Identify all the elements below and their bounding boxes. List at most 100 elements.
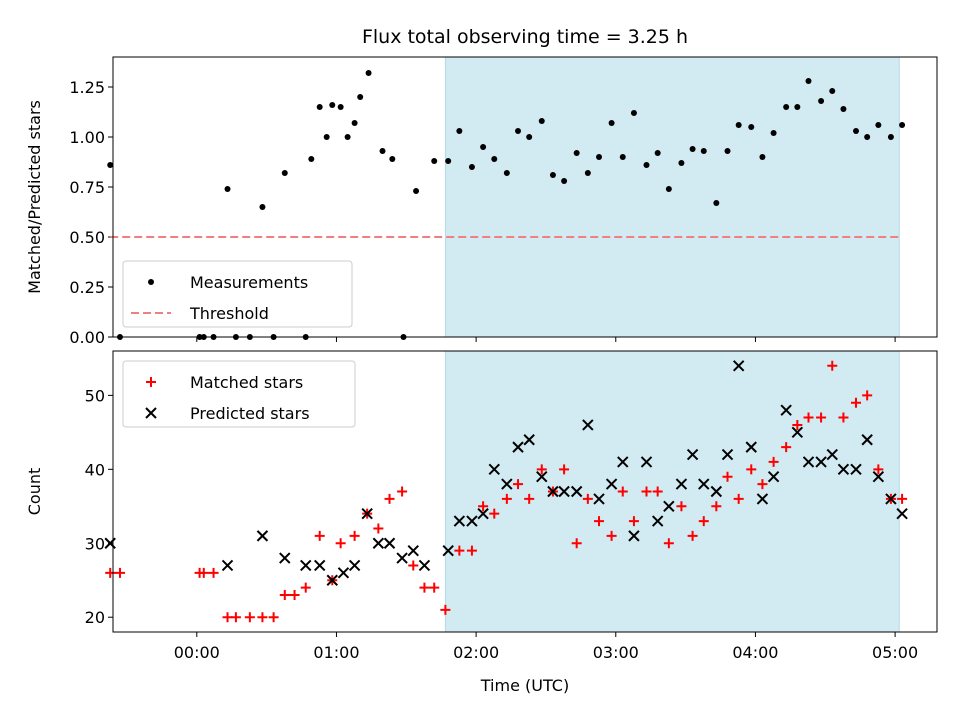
matched-stars-point <box>873 464 884 475</box>
matched-stars-point <box>384 493 395 504</box>
predicted-stars-point <box>767 471 780 483</box>
x-tick-label: 03:00 <box>593 643 639 662</box>
matched-stars-point <box>244 612 255 623</box>
predicted-stars-point <box>570 485 583 498</box>
legend-box <box>122 260 353 328</box>
predicted-stars-point <box>442 544 454 557</box>
chart-title: Flux total observing time = 3.25 h <box>362 26 688 48</box>
predicted-stars-point <box>617 456 629 468</box>
matched-stars-point <box>397 486 408 497</box>
measurement-point <box>549 172 556 178</box>
matched-stars-point <box>268 612 279 623</box>
y-tick-label: 20 <box>85 608 105 627</box>
measurement-point <box>344 134 351 140</box>
predicted-stars-point <box>383 537 396 549</box>
measurement-point <box>389 156 396 162</box>
count-panel: 20 30 40 50 00:00 01:00 02:00 03:00 04:00 05:00 Co… <box>25 350 938 695</box>
matched-stars-point <box>198 567 209 578</box>
measurement-point <box>700 148 707 154</box>
measurement-point <box>480 144 487 150</box>
observing-window-shade <box>444 350 900 633</box>
observing-window-shade <box>444 56 900 338</box>
y-tick-label: 1.00 <box>69 128 105 147</box>
x-tick-label: 04:00 <box>732 643 778 662</box>
legend-measurement-swatch <box>148 279 154 285</box>
predicted-stars-point <box>721 448 734 461</box>
predicted-stars-point <box>745 441 757 453</box>
matched-stars-point <box>746 464 757 475</box>
x-tick-label: 00:00 <box>174 643 220 662</box>
predicted-stars-point <box>104 537 116 549</box>
predicted-stars-point <box>872 471 885 483</box>
measurement-point <box>887 134 894 140</box>
measurement-point <box>770 130 777 136</box>
measurement-point <box>630 110 637 116</box>
matched-stars-point <box>440 604 451 615</box>
predicted-stars-point <box>558 485 570 498</box>
axes-frame <box>112 56 938 338</box>
measurement-point <box>329 102 336 108</box>
measurement-point <box>665 186 672 192</box>
predicted-stars-point <box>256 530 269 542</box>
predicted-stars-point <box>221 559 234 572</box>
measurement-point <box>794 104 801 110</box>
predicted-stars-point <box>372 537 385 549</box>
measurement-point <box>357 94 364 100</box>
matched-stars-point <box>628 516 639 527</box>
predicted-stars-point <box>861 434 873 446</box>
predicted-stars-point <box>850 463 862 476</box>
x-axis-label: Time (UTC) <box>480 676 569 695</box>
measurement-point <box>107 162 114 168</box>
matched-stars-point <box>513 479 524 490</box>
matched-stars-point <box>559 464 570 475</box>
predicted-stars-point <box>407 544 419 557</box>
matched-stars-point <box>501 493 512 504</box>
matched-stars-point <box>466 545 477 556</box>
matched-stars-point <box>279 590 290 601</box>
predicted-stars-point <box>418 559 431 572</box>
measurement-point <box>316 104 323 110</box>
matched-stars-point <box>733 493 744 504</box>
legend-label: Measurements <box>190 273 308 292</box>
predicted-stars-point <box>698 478 710 490</box>
predicted-stars-point <box>605 478 618 490</box>
matched-stars-point <box>594 516 605 527</box>
matched-stars-point <box>652 486 663 497</box>
matched-stars-point <box>114 567 125 578</box>
predicted-stars-point <box>640 456 653 468</box>
measurement-point <box>840 106 847 112</box>
matched-stars-point <box>335 538 346 549</box>
matched-stars-point <box>230 612 241 623</box>
predicted-stars-point <box>348 559 361 572</box>
measurement-point <box>899 122 906 128</box>
predicted-stars-point <box>732 360 745 372</box>
predicted-stars-point <box>756 493 769 505</box>
y-tick-label: 0.00 <box>69 328 105 347</box>
legend: Measurements Threshold <box>122 260 353 328</box>
axes-frame <box>112 350 938 633</box>
matched-stars-point <box>289 590 300 601</box>
measurement-point <box>365 70 372 76</box>
matched-stars-point <box>897 493 908 504</box>
measurement-point <box>608 120 615 126</box>
measurement-point <box>654 150 661 156</box>
measurement-point <box>596 154 603 160</box>
matched-stars-point <box>524 493 535 504</box>
predicted-stars-point <box>815 456 827 468</box>
matched-stars-point <box>349 530 360 541</box>
predicted-stars-point <box>313 559 326 572</box>
predicted-stars-point <box>885 493 897 505</box>
matched-stars-point <box>373 523 384 534</box>
predicted-stars-point <box>501 478 513 490</box>
predicted-stars-point <box>547 485 559 498</box>
matched-stars-point <box>582 493 593 504</box>
predicted-stars-point <box>628 530 640 542</box>
measurement-point <box>538 118 545 124</box>
y-tick-label: 50 <box>85 386 105 405</box>
predicted-stars-point <box>396 552 408 564</box>
matched-stars-point <box>663 538 674 549</box>
predicted-stars-point <box>675 478 688 490</box>
matched-stars-point <box>419 582 430 593</box>
matched-stars-point <box>803 412 814 423</box>
